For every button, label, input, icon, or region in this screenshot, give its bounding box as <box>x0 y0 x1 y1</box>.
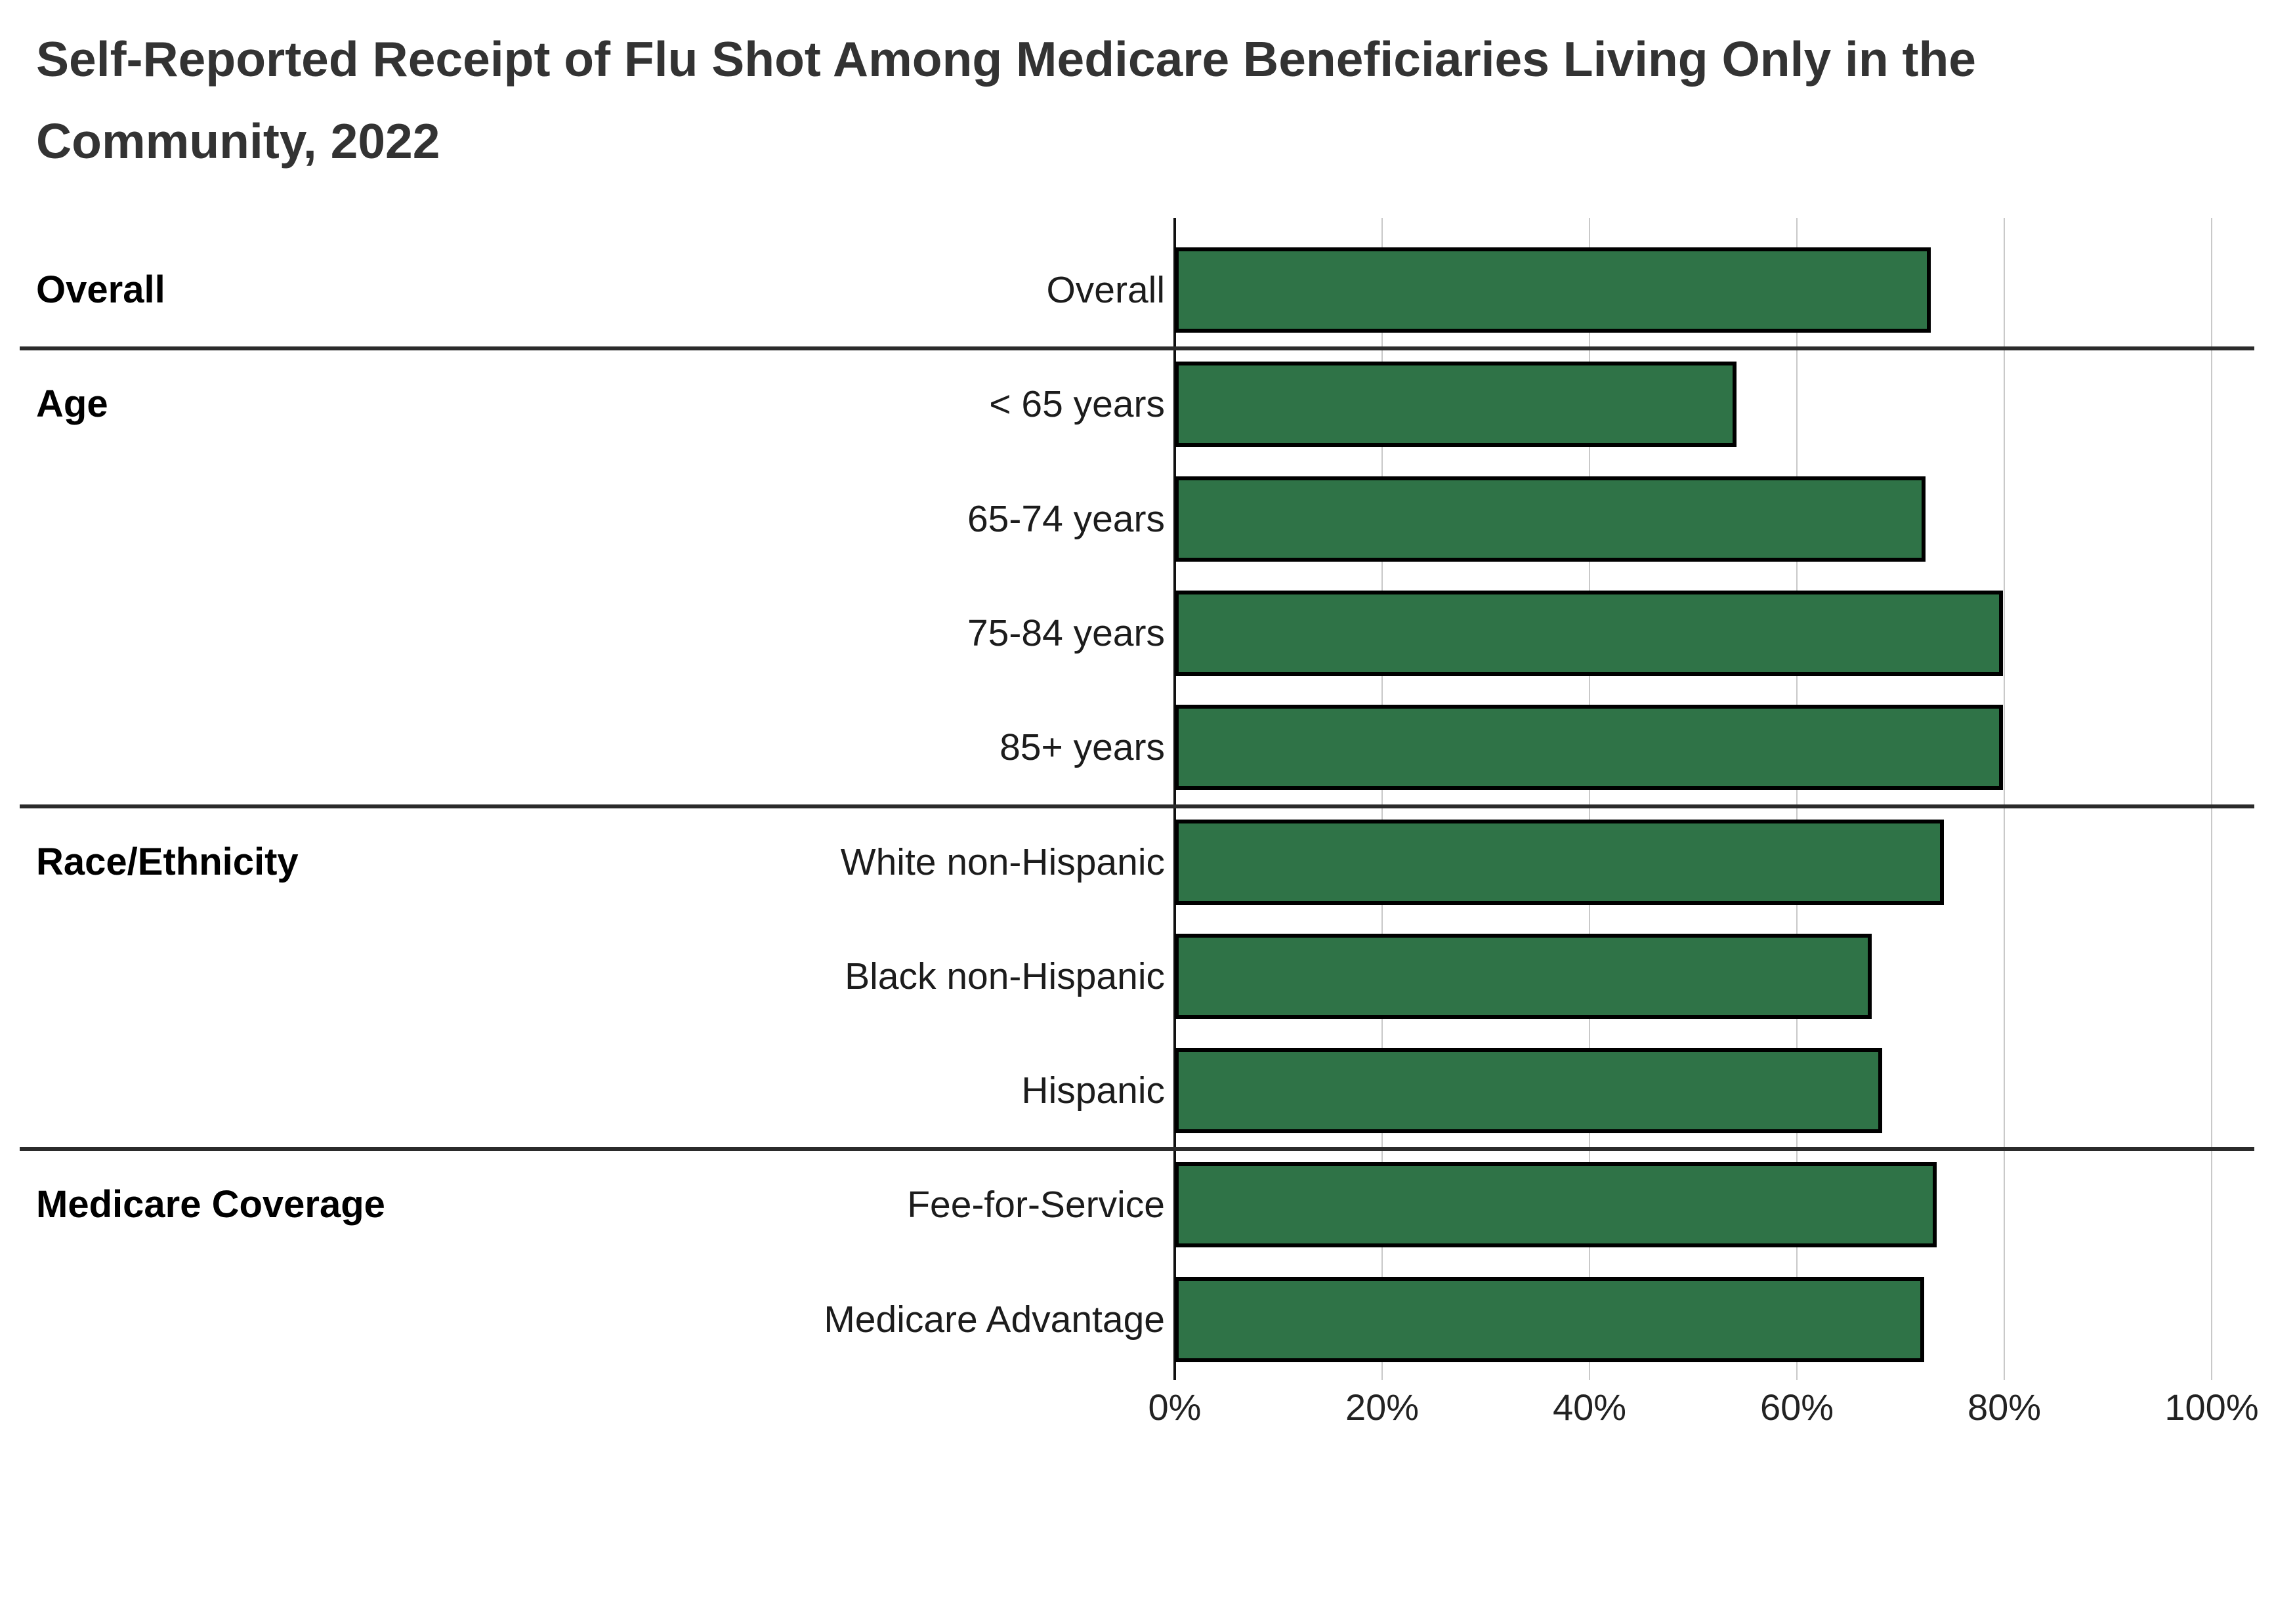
bar--65-years <box>1175 362 1737 447</box>
x-tick-label-60: 60% <box>1759 1386 1834 1428</box>
row-label-hispanic: Hispanic <box>1021 1070 1165 1112</box>
bar-black-non-hispanic <box>1175 934 1872 1019</box>
x-gridline-20 <box>1381 218 1383 1380</box>
row-label-75-84-years: 75-84 years <box>967 612 1165 654</box>
category-label-race-ethnicity: Race/Ethnicity <box>36 841 299 883</box>
x-tick-label-20: 20% <box>1345 1386 1420 1428</box>
section-separator-1 <box>20 346 2254 350</box>
row-label-fee-for-service: Fee-for-Service <box>907 1184 1165 1226</box>
bar-hispanic <box>1175 1048 1882 1133</box>
row-label-medicare-advantage: Medicare Advantage <box>824 1299 1165 1341</box>
row-label-overall: Overall <box>1046 269 1165 311</box>
x-gridline-40 <box>1589 218 1590 1380</box>
row-label-85-years: 85+ years <box>1000 726 1165 768</box>
section-separator-3 <box>20 1147 2254 1151</box>
bar-medicare-advantage <box>1175 1277 1924 1362</box>
chart-title: Self-Reported Receipt of Flu Shot Among … <box>36 31 1976 169</box>
bar-75-84-years <box>1175 591 2003 676</box>
bar-65-74-years <box>1175 476 1926 562</box>
category-label-overall: Overall <box>36 268 165 311</box>
bar-white-non-hispanic <box>1175 820 1944 905</box>
row-label-white-non-hispanic: White non-Hispanic <box>840 841 1165 883</box>
x-tick-label-40: 40% <box>1552 1386 1627 1428</box>
x-tick-label-0: 0% <box>1148 1386 1202 1428</box>
row-label-black-non-hispanic: Black non-Hispanic <box>845 955 1165 997</box>
category-label-age: Age <box>36 383 108 425</box>
x-tick-label-80: 80% <box>1967 1386 2042 1428</box>
x-gridline-60 <box>1796 218 1798 1380</box>
bar-overall <box>1175 247 1931 333</box>
bar-85-years <box>1175 705 2003 790</box>
x-gridline-80 <box>2004 218 2005 1380</box>
x-tick-label-100: 100% <box>2164 1386 2259 1428</box>
section-separator-2 <box>20 804 2254 808</box>
row-label--65-years: < 65 years <box>989 383 1165 425</box>
category-label-medicare-coverage: Medicare Coverage <box>36 1183 385 1226</box>
y-axis-line <box>1173 218 1176 1380</box>
x-gridline-100 <box>2211 218 2212 1380</box>
row-label-65-74-years: 65-74 years <box>967 498 1165 540</box>
bar-fee-for-service <box>1175 1162 1937 1247</box>
